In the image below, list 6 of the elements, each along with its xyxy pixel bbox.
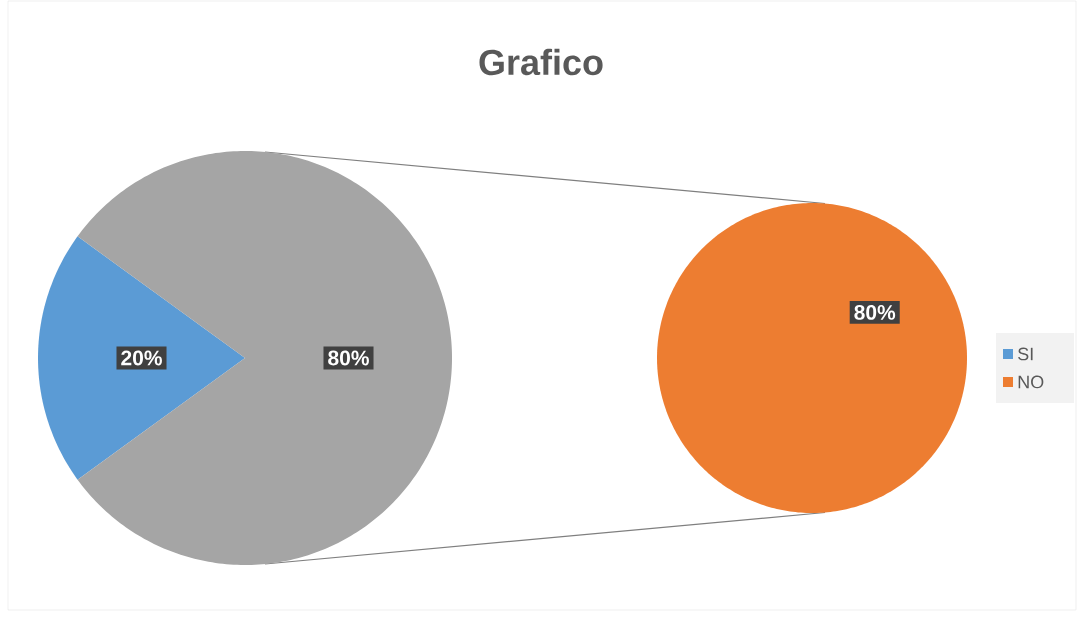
legend-label: NO (1018, 375, 1044, 389)
data-label: 80% (854, 304, 896, 320)
legend-label: SI (1018, 347, 1033, 361)
data-label: 20% (121, 350, 162, 366)
data-label: 80% (328, 350, 369, 366)
chart-title: Grafico (479, 48, 603, 76)
